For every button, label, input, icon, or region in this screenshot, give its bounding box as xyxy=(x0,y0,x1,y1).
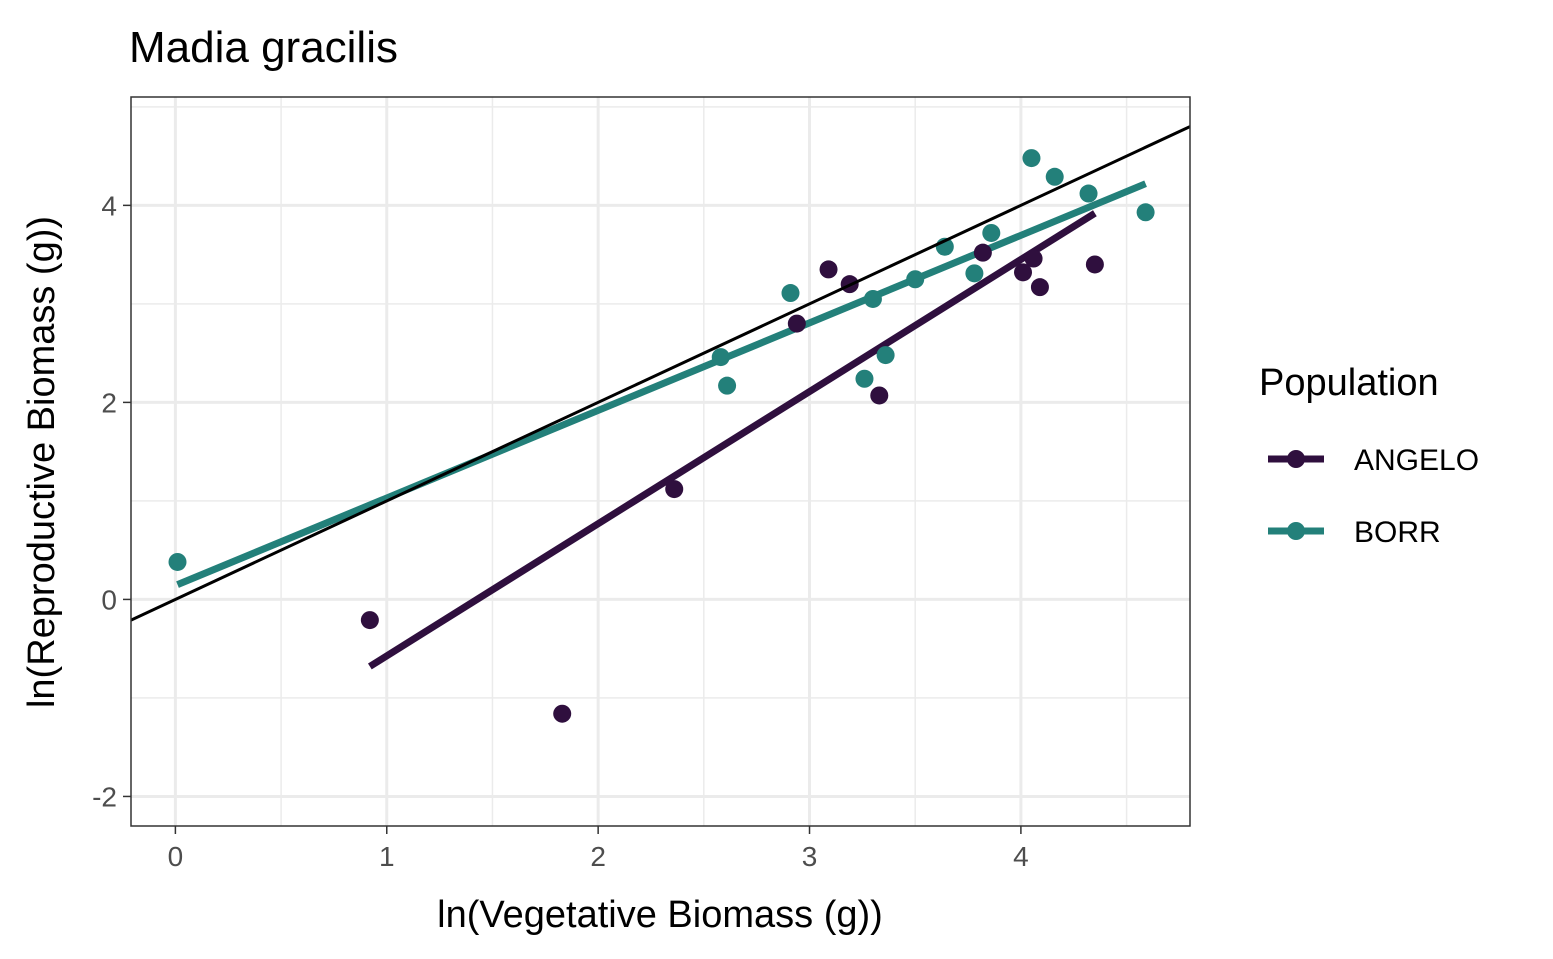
y-axis: -2 0 2 4 xyxy=(92,190,131,812)
point-borr xyxy=(863,289,882,308)
x-tick-label: 4 xyxy=(1013,841,1029,872)
y-axis-title: ln(Reproductive Biomass (g)) xyxy=(21,216,63,708)
legend-key-point xyxy=(1287,522,1305,540)
chart-title: Madia gracilis xyxy=(129,23,398,72)
point-angelo xyxy=(553,704,572,723)
point-borr xyxy=(876,346,895,365)
x-tick-label: 3 xyxy=(802,841,818,872)
point-borr xyxy=(965,264,984,283)
legend-title: Population xyxy=(1259,362,1439,404)
data-points xyxy=(168,149,1155,723)
major-gridlines xyxy=(131,97,1190,826)
point-borr xyxy=(982,223,1001,242)
point-angelo xyxy=(360,611,379,630)
point-angelo xyxy=(973,243,992,262)
point-borr xyxy=(1045,167,1064,186)
point-angelo xyxy=(870,386,889,405)
point-borr xyxy=(906,270,925,289)
point-borr xyxy=(781,284,800,303)
x-tick-label: 1 xyxy=(379,841,395,872)
panel-border xyxy=(130,96,1191,827)
point-angelo xyxy=(819,260,838,279)
legend: Population ANGELO BORR xyxy=(1259,362,1479,549)
x-tick-label: 0 xyxy=(168,841,184,872)
legend-items: ANGELO BORR xyxy=(1268,444,1479,549)
point-borr xyxy=(1079,184,1098,203)
point-borr xyxy=(1022,149,1041,168)
x-axis-title: ln(Vegetative Biomass (g)) xyxy=(437,894,883,936)
point-angelo xyxy=(1014,263,1033,282)
legend-item-angelo: ANGELO xyxy=(1268,444,1479,477)
y-tick-label: -2 xyxy=(92,781,117,812)
fit-line-angelo xyxy=(368,210,1097,670)
y-tick-label: 2 xyxy=(101,387,117,418)
point-borr xyxy=(711,348,730,367)
x-axis: 0 1 2 3 4 xyxy=(168,826,1029,872)
point-borr xyxy=(168,552,187,571)
one-to-one-reference-line xyxy=(131,125,1190,622)
point-angelo xyxy=(1030,278,1049,297)
legend-key-point xyxy=(1287,450,1305,468)
y-tick-label: 0 xyxy=(101,584,117,615)
point-angelo xyxy=(665,480,684,499)
x-tick-label: 2 xyxy=(590,841,606,872)
plot-panel xyxy=(130,96,1191,827)
point-angelo xyxy=(787,314,806,333)
legend-item-borr: BORR xyxy=(1268,516,1441,549)
point-borr xyxy=(855,369,874,388)
panel-background xyxy=(131,97,1190,826)
legend-label: BORR xyxy=(1354,516,1441,549)
point-angelo xyxy=(1085,255,1104,274)
point-borr xyxy=(718,376,737,395)
legend-label: ANGELO xyxy=(1354,444,1479,477)
y-tick-label: 4 xyxy=(101,190,117,221)
point-angelo xyxy=(1024,249,1043,268)
point-borr xyxy=(1136,203,1155,222)
